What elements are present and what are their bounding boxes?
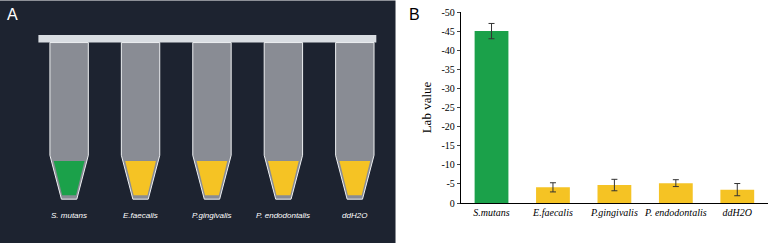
svg-text:A: A — [7, 6, 18, 23]
svg-text:P. endodontalis: P. endodontalis — [644, 207, 707, 218]
svg-text:P. endodontalis: P. endodontalis — [256, 211, 310, 220]
svg-text:-35: -35 — [441, 64, 454, 75]
svg-text:-50: -50 — [441, 7, 454, 18]
svg-text:Lab value: Lab value — [419, 81, 434, 133]
svg-text:B: B — [409, 6, 420, 23]
svg-text:-20: -20 — [441, 121, 454, 132]
svg-text:S.mutans: S.mutans — [473, 207, 510, 218]
svg-text:-15: -15 — [441, 140, 454, 151]
svg-text:ddH2O: ddH2O — [342, 211, 367, 220]
svg-text:0: 0 — [450, 198, 455, 209]
svg-text:-30: -30 — [441, 83, 454, 94]
svg-text:E.faecalis: E.faecalis — [532, 207, 573, 218]
svg-text:-45: -45 — [441, 26, 454, 37]
svg-text:-10: -10 — [441, 159, 454, 170]
svg-text:S. mutans: S. mutans — [51, 211, 87, 220]
svg-text:-5: -5 — [446, 178, 454, 189]
svg-text:ddH2O: ddH2O — [723, 207, 752, 218]
svg-text:-40: -40 — [441, 45, 454, 56]
svg-text:E.faecalis: E.faecalis — [123, 211, 158, 220]
svg-text:P.gingivalis: P.gingivalis — [192, 211, 231, 220]
svg-text:-25: -25 — [441, 102, 454, 113]
svg-text:P.gingivalis: P.gingivalis — [590, 207, 638, 218]
